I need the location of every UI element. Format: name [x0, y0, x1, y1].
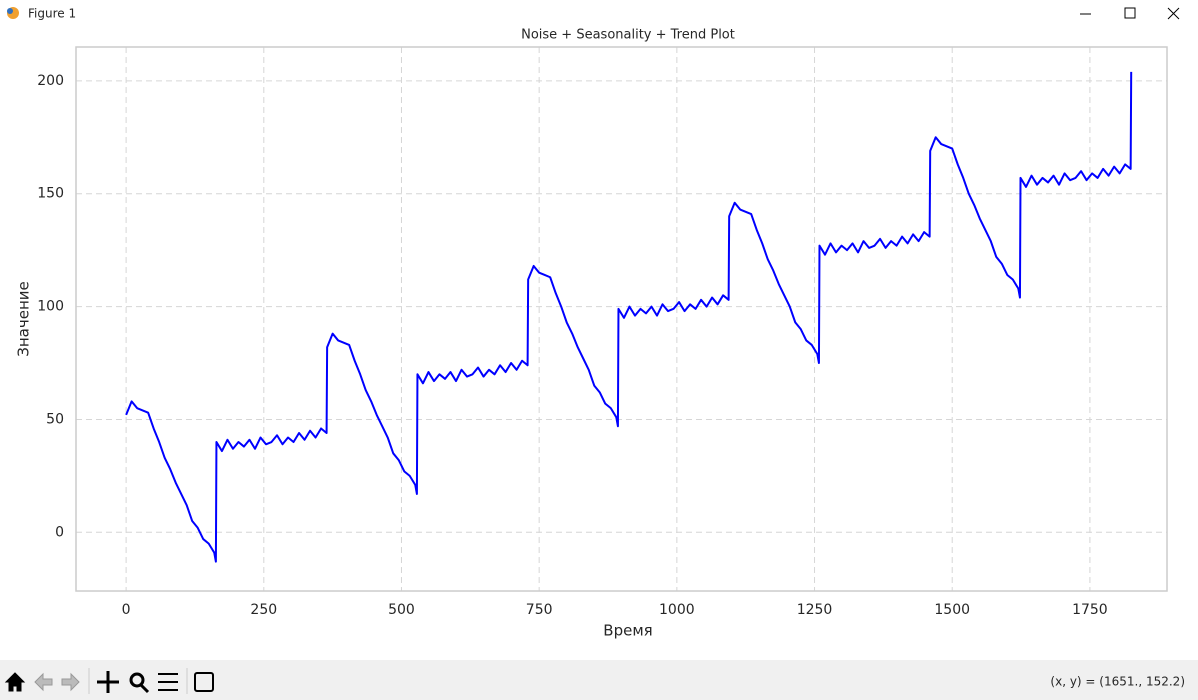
window-title: Figure 1: [28, 7, 76, 21]
x-tick-label: 0: [122, 602, 131, 618]
x-tick-label: 250: [250, 602, 277, 618]
back-button[interactable]: [34, 672, 53, 692]
close-button[interactable]: [1167, 7, 1180, 20]
chart-title: Noise + Seasonality + Trend Plot: [521, 28, 735, 43]
maximize-button[interactable]: [1124, 7, 1136, 19]
x-tick-label: 1750: [1072, 602, 1108, 618]
y-tick-label: 100: [37, 299, 64, 315]
x-tick-label: 750: [526, 602, 553, 618]
forward-button[interactable]: [61, 672, 80, 692]
y-axis-label: Значение: [15, 281, 33, 357]
configure-button[interactable]: [158, 673, 178, 691]
x-tick-label: 500: [388, 602, 415, 618]
y-tick-label: 150: [37, 186, 64, 202]
x-tick-label: 1000: [659, 602, 695, 618]
x-tick-label: 1500: [934, 602, 970, 618]
x-tick-label: 1250: [797, 602, 833, 618]
y-tick-label: 50: [46, 411, 64, 427]
plot-area: Noise + Seasonality + Trend Plot Время З…: [15, 28, 1168, 640]
home-button[interactable]: [4, 672, 26, 692]
y-tick-label: 200: [37, 73, 64, 89]
axes-frame: [75, 46, 1168, 592]
status-text: (x, y) = (1651., 152.2): [1050, 675, 1185, 689]
y-tick-label: 0: [55, 524, 64, 540]
pan-button[interactable]: [97, 671, 119, 693]
save-button[interactable]: [194, 672, 214, 692]
toolbar: [0, 660, 1198, 700]
app-icon: [7, 7, 19, 19]
zoom-button[interactable]: [129, 672, 150, 694]
data-line: [125, 71, 1133, 563]
x-axis-label: Время: [603, 622, 652, 640]
title-bar: [0, 0, 1198, 28]
